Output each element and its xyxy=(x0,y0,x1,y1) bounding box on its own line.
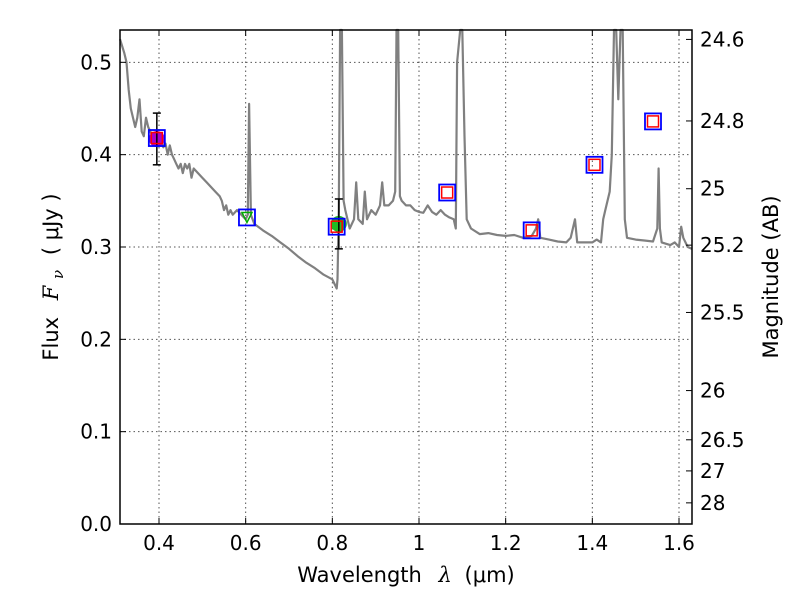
y2-tick-label: 24.6 xyxy=(700,27,745,51)
y-tick-label: 0.3 xyxy=(80,235,112,259)
y-tick-label: 0.4 xyxy=(80,143,112,167)
model-photometry-box xyxy=(585,155,604,174)
y2-axis-label: Magnitude (AB) xyxy=(759,195,783,358)
x-axis-label-unit: (μm) xyxy=(465,563,515,587)
y-axis-label-symbol: F xyxy=(39,284,63,301)
y2-tick-label: 25 xyxy=(700,177,725,201)
model-photometry-box xyxy=(147,129,166,147)
y2-tick-label: 25.5 xyxy=(700,300,745,324)
y-tick-label: 0.2 xyxy=(80,327,112,351)
x-tick-label: 0.4 xyxy=(143,531,175,555)
y-axis-label-unit: ( μJy ) xyxy=(39,193,63,255)
x-tick-label: 1.2 xyxy=(490,531,522,555)
y-axis-label-subscript: ν xyxy=(49,270,67,279)
y-tick-label: 0.0 xyxy=(80,512,112,536)
model-photometry-marker xyxy=(440,186,454,199)
y-axis-label-text: Flux xyxy=(39,317,63,361)
model-photometry-box xyxy=(438,183,457,202)
x-tick-label: 0.8 xyxy=(316,531,348,555)
x-axis-label: Wavelength λ (μm) xyxy=(297,563,514,587)
model-photometry-box xyxy=(238,208,256,227)
x-tick-label: 0.6 xyxy=(230,531,262,555)
model-photometry-marker xyxy=(525,224,538,237)
x-tick-label: 1 xyxy=(413,531,426,555)
model-photometry-marker xyxy=(150,131,164,145)
y2-tick-label: 25.2 xyxy=(700,233,745,257)
model-photometry-box xyxy=(327,217,346,236)
model-photometry-box xyxy=(644,112,662,131)
x-axis-label-symbol: λ xyxy=(438,563,452,587)
x-tick-label: 1.6 xyxy=(663,531,695,555)
x-tick-label: 1.4 xyxy=(576,531,608,555)
model-photometry-marker xyxy=(588,158,601,172)
y-tick-label: 0.5 xyxy=(80,50,112,74)
model-photometry-box xyxy=(522,221,541,240)
y2-tick-label: 27 xyxy=(700,459,725,483)
x-axis-label-text: Wavelength xyxy=(297,563,422,587)
y2-tick-label: 28 xyxy=(700,491,725,515)
model-photometry-marker xyxy=(240,211,254,225)
model-photometry-marker xyxy=(646,115,660,128)
y2-tick-label: 26.5 xyxy=(700,428,745,452)
y2-tick-label: 26 xyxy=(700,379,725,403)
model-photometry-marker xyxy=(330,220,343,233)
plot-frame xyxy=(119,29,693,525)
ticks: 0.4 0.6 0.8 1 1.2 1.4 1.6 0.0 0.1 0.2 0.3 0.4 0.5 24.… xyxy=(80,27,744,555)
y2-tick-label: 24.8 xyxy=(700,109,745,133)
plot-series xyxy=(118,28,693,290)
y-axis-label: Flux F ν ( μJy ) xyxy=(39,193,68,360)
model-sed-line xyxy=(118,28,693,290)
y-tick-label: 0.1 xyxy=(80,420,112,444)
